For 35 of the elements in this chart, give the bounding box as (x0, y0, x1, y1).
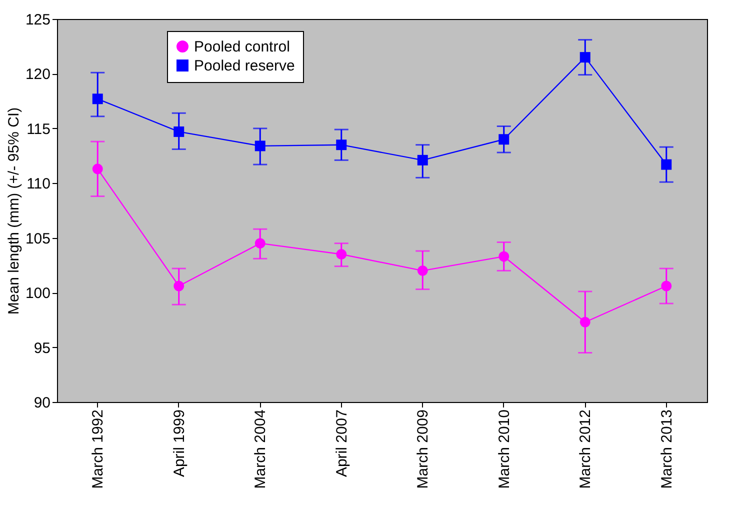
y-tick-label: 110 (26, 176, 50, 193)
point (336, 249, 347, 260)
y-axis-title: Mean length (mm) (+/- 95% CI) (5, 107, 22, 315)
y-tick-label: 120 (25, 66, 50, 84)
point (580, 52, 590, 63)
x-tick-label: March 2013 (658, 410, 676, 489)
point (661, 280, 672, 292)
x-tick-label: March 2012 (577, 410, 594, 489)
x-tick-label: April 1999 (170, 410, 188, 478)
y-tick-label: 115 (26, 120, 50, 138)
point (254, 140, 266, 152)
point (498, 134, 510, 145)
point (580, 316, 590, 328)
point (336, 140, 347, 150)
y-tick-label: 100 (25, 285, 50, 302)
point (417, 154, 428, 166)
point (92, 94, 103, 104)
y-tick-label: 95 (34, 340, 50, 357)
y-tick-label: 90 (34, 394, 50, 412)
y-tick-label: 105 (25, 230, 50, 248)
point (254, 238, 266, 249)
legend-label: Pooled reserve (194, 58, 295, 74)
legend-label: Pooled control (194, 38, 290, 56)
x-tick-label: March 2009 (414, 410, 432, 489)
x-tick-label: March 1992 (90, 410, 107, 489)
point (661, 159, 672, 170)
y-tick-label: 125 (25, 12, 50, 28)
x-tick-label: April 2007 (333, 410, 350, 478)
x-tick-label: March 2010 (496, 410, 513, 489)
point (174, 126, 184, 137)
x-tick-label: March 2004 (252, 410, 270, 489)
point (417, 265, 428, 276)
point (498, 251, 510, 262)
point (92, 164, 103, 174)
point (174, 280, 184, 292)
